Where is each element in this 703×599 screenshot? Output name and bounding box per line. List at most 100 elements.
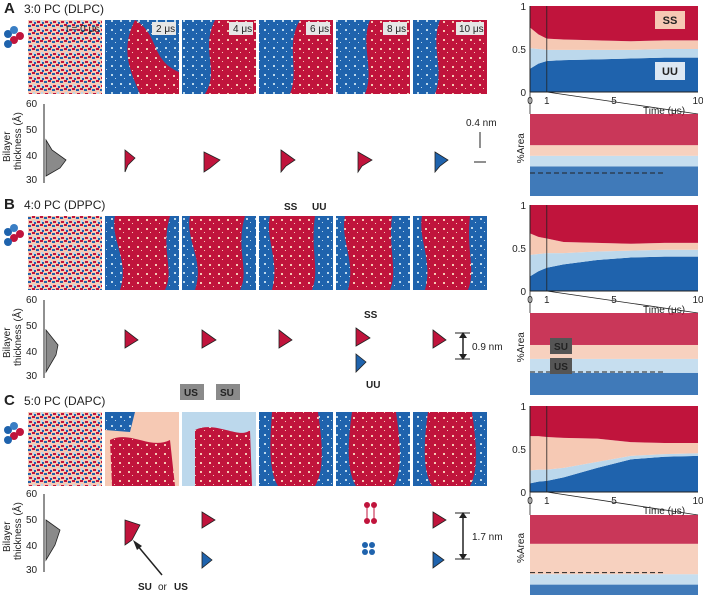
x-tick-0-3: 10 (692, 96, 703, 107)
histograms-b (45, 327, 447, 374)
y-tick-0-0: 0 (520, 88, 526, 99)
panel-b: B 4:0 PC (DPPC) SS UU 60 50 40 30 Bilaye… (2, 196, 503, 391)
y-tick-2-2: 1 (520, 402, 526, 413)
legend-ss-b: SS (284, 202, 298, 213)
area-uu-1 (530, 256, 698, 291)
tag-us-bg (550, 358, 572, 374)
zoom-area-us-0 (530, 155, 698, 167)
panel-c-letter: C (4, 392, 15, 409)
tag-su-bg (550, 338, 572, 354)
x-tick-1-3: 10 (692, 295, 703, 306)
area-axis-label-1: %Area (516, 332, 527, 362)
snapshot-b-2 (182, 216, 256, 290)
y-tick-0-1: 0.5 (512, 45, 526, 56)
label-uu-b: UU (366, 380, 380, 391)
area-us-0 (530, 48, 698, 69)
bilayer-label-line2: thickness (Å) (11, 112, 24, 170)
time-label-a-4: 8 μs (387, 24, 406, 35)
area-ss-2 (530, 406, 698, 443)
snapshot-c-4 (336, 412, 410, 486)
snapshot-a-2: 4 μs (182, 20, 256, 94)
axis-tick-30-c: 30 (26, 565, 38, 576)
lipid-icon-c (4, 422, 24, 444)
area-charts: 00.5101510Time (μs)%AreaSSUU00.5101510Ti… (512, 2, 703, 595)
bilayer-label-line1-b: Bilayer (2, 327, 13, 358)
x-tick-2-1: 1 (544, 496, 550, 507)
axis-tick-60-c: 60 (26, 489, 38, 500)
scale-bar-b: 0.9 nm (455, 332, 503, 360)
panel-b-title: 4:0 PC (DPPC) (24, 198, 105, 212)
zoom-area-uu-2 (530, 584, 698, 595)
snapshot-c-0 (28, 412, 102, 486)
zoom-area-ss-0 (530, 114, 698, 146)
histogram-axis-a: 60 50 40 30 Bilayer thickness (Å) (2, 99, 45, 186)
axis-tick-50-c: 50 (26, 515, 38, 526)
axis-tick-40-b: 40 (26, 347, 38, 358)
snapshot-a-0: t = 0 μs (28, 20, 102, 94)
zoom-area-su-2 (530, 543, 698, 575)
snapshot-b-1 (105, 216, 179, 290)
area-su-1 (530, 233, 698, 255)
scale-label-b: 0.9 nm (472, 342, 503, 353)
bilayer-label-line1-c: Bilayer (2, 521, 13, 552)
axis-tick-30: 30 (26, 175, 38, 186)
label-su-a: SU (138, 582, 152, 593)
lipid-icon-a (4, 26, 24, 48)
y-tick-1-0: 0 (520, 287, 526, 298)
snapshot-c-1 (105, 412, 179, 486)
scale-label-c: 1.7 nm (472, 532, 503, 543)
tag-uu-bg (655, 62, 685, 80)
time-label-a-1: 2 μs (156, 24, 175, 35)
axis-tick-40-c: 40 (26, 541, 38, 552)
y-tick-2-1: 0.5 (512, 445, 526, 456)
y-tick-0-2: 1 (520, 2, 526, 13)
histograms-a (45, 138, 449, 177)
lipid-icon-b (4, 224, 24, 246)
snapshot-c-5 (413, 412, 487, 486)
snapshot-b-3 (259, 216, 333, 290)
axis-tick-50: 50 (26, 125, 38, 136)
callout-right-0 (546, 91, 699, 115)
panel-b-letter: B (4, 196, 15, 213)
area-chart-2: 00.5101510Time (μs)%Area (512, 402, 703, 595)
histogram-axis-b: 60 50 40 30 Bilayer thickness (Å) (2, 295, 45, 382)
snapshot-b-5 (413, 216, 487, 290)
histograms-c (45, 511, 447, 569)
snapshot-c-3 (259, 412, 333, 486)
zoom-area-su-0 (530, 145, 698, 156)
snapshot-row-b (28, 216, 487, 290)
legend-uu-b: UU (312, 202, 326, 213)
panel-a-title: 3:0 PC (DLPC) (24, 2, 104, 16)
axis-tick-40: 40 (26, 151, 38, 162)
time-axis-label-1: Time (μs) (643, 305, 685, 316)
x-tick-2-2: 5 (611, 496, 617, 507)
panel-a: A 3:0 PC (DLPC) t = 0 μs 2 μs 4 μs (2, 0, 497, 186)
time-axis-label-0: Time (μs) (643, 106, 685, 117)
x-tick-0-1: 1 (544, 96, 550, 107)
panel-a-letter: A (4, 0, 15, 17)
x-tick-2-3: 10 (692, 496, 703, 507)
legend-us-c: US (184, 388, 198, 399)
zoom-area-ss-2 (530, 515, 698, 544)
area-su-0 (530, 27, 698, 50)
annotation-arrow-c: SU or US (133, 540, 188, 593)
histogram-axis-c: 60 50 40 30 Bilayer thickness (Å) (2, 489, 45, 576)
snapshot-c-2 (182, 412, 256, 486)
bilayer-label-line2-b: thickness (Å) (11, 308, 24, 366)
zoom-area-uu-0 (530, 166, 698, 196)
panel-c: C 5:0 PC (DAPC) US SU 60 50 40 30 Bilaye… (2, 384, 503, 593)
y-tick-2-0: 0 (520, 488, 526, 499)
scale-label-a: 0.4 nm (466, 118, 497, 129)
x-tick-1-1: 1 (544, 295, 550, 306)
axis-tick-50-b: 50 (26, 321, 38, 332)
area-uu-2 (530, 455, 698, 492)
tag-su: SU (554, 342, 568, 353)
time-label-a-5: 10 μs (459, 24, 484, 35)
area-axis-label-0: %Area (516, 133, 527, 163)
bilayer-label-line1: Bilayer (2, 131, 13, 162)
area-axis-label-2: %Area (516, 533, 527, 563)
snapshot-row-a: t = 0 μs 2 μs 4 μs 6 μs (28, 20, 487, 94)
